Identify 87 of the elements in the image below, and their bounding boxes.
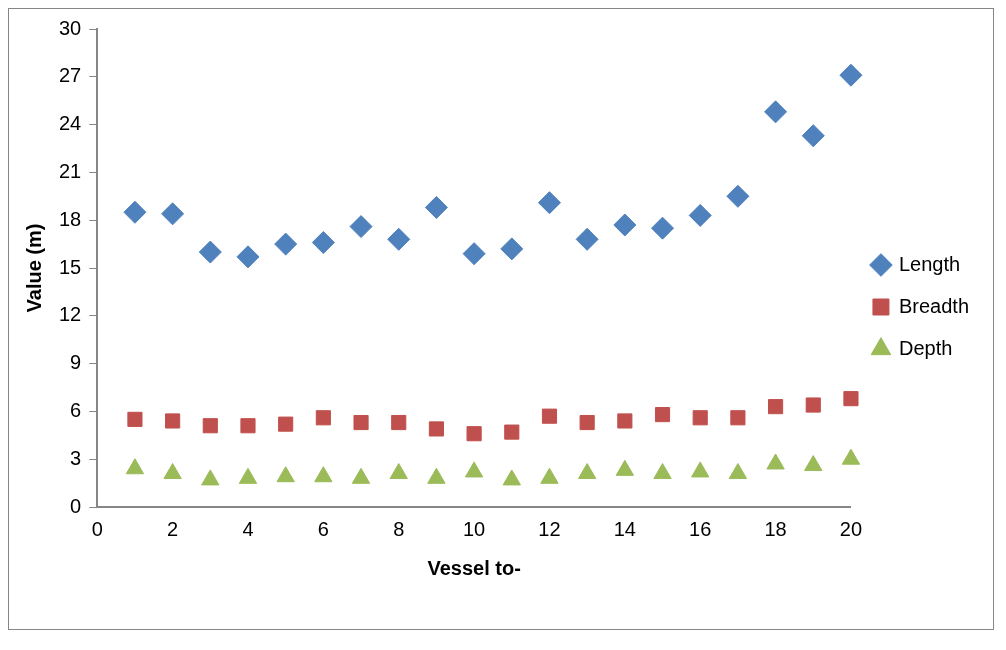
point [654, 407, 671, 423]
point [768, 399, 784, 415]
y-tick-label: 6 [70, 398, 82, 421]
point [540, 467, 559, 484]
point [238, 467, 258, 484]
x-tick-label: 12 [538, 517, 561, 540]
point [462, 242, 486, 266]
legend-label: Breadth [898, 294, 970, 317]
point [579, 414, 595, 431]
point [274, 232, 298, 256]
y-tick-label: 24 [59, 112, 82, 135]
point [728, 463, 748, 480]
point [202, 418, 218, 434]
point [839, 63, 863, 87]
x-tick-label: 10 [462, 517, 486, 540]
legend-label: Length [898, 252, 961, 275]
point [691, 461, 710, 478]
point [387, 227, 411, 251]
x-tick-label: 0 [91, 517, 103, 540]
point [466, 426, 482, 442]
point [764, 100, 788, 124]
x-tick-label: 8 [393, 517, 405, 540]
point [801, 124, 825, 148]
point [127, 411, 143, 427]
legend-label: Depth [898, 336, 953, 359]
y-tick-label: 21 [59, 159, 82, 182]
point [841, 448, 861, 465]
point [236, 245, 260, 269]
point [311, 231, 335, 255]
y-tick-label: 12 [59, 303, 82, 326]
point [577, 463, 597, 480]
point [688, 203, 712, 227]
point [766, 453, 785, 470]
x-tick-label: 20 [839, 517, 863, 540]
y-tick-label: 15 [59, 255, 82, 278]
point [504, 424, 520, 440]
point [502, 469, 521, 486]
x-tick-label: 16 [689, 517, 712, 540]
point [427, 467, 446, 484]
y-tick-label: 3 [70, 446, 82, 469]
point [537, 191, 561, 215]
point [163, 463, 182, 480]
point [349, 215, 373, 239]
point [389, 463, 408, 480]
point [726, 184, 750, 208]
point [125, 458, 145, 475]
point [730, 410, 746, 426]
point [464, 461, 484, 478]
point [123, 200, 147, 224]
point [500, 237, 524, 261]
point [391, 414, 407, 431]
point [314, 466, 333, 483]
point [692, 410, 708, 426]
x-axis-title: Vessel to- [427, 556, 521, 579]
y-tick-label: 9 [70, 351, 82, 374]
point [201, 469, 220, 486]
point [653, 463, 672, 480]
point [161, 202, 185, 226]
point [276, 466, 295, 483]
point [428, 421, 444, 437]
point [315, 410, 331, 426]
x-tick-label: 14 [613, 517, 636, 540]
point [198, 240, 222, 264]
point [651, 216, 675, 240]
point [541, 408, 558, 424]
point [165, 413, 181, 429]
x-tick-label: 4 [242, 517, 254, 540]
point [240, 418, 256, 434]
point [615, 459, 634, 476]
point [353, 414, 369, 431]
x-tick-label: 18 [764, 517, 787, 540]
point [804, 455, 823, 472]
y-tick-label: 27 [59, 64, 82, 87]
point [805, 397, 821, 413]
point [613, 213, 637, 237]
point [351, 467, 371, 484]
x-tick-label: 2 [167, 517, 179, 540]
point [278, 416, 294, 432]
point [424, 195, 448, 219]
point [617, 413, 633, 429]
y-tick-label: 30 [59, 16, 82, 39]
x-tick-label: 6 [317, 517, 329, 540]
y-axis-title: Value (m) [22, 223, 45, 313]
y-tick-label: 18 [59, 207, 82, 230]
point [843, 391, 859, 407]
point [575, 227, 599, 251]
y-tick-label: 0 [70, 494, 82, 517]
